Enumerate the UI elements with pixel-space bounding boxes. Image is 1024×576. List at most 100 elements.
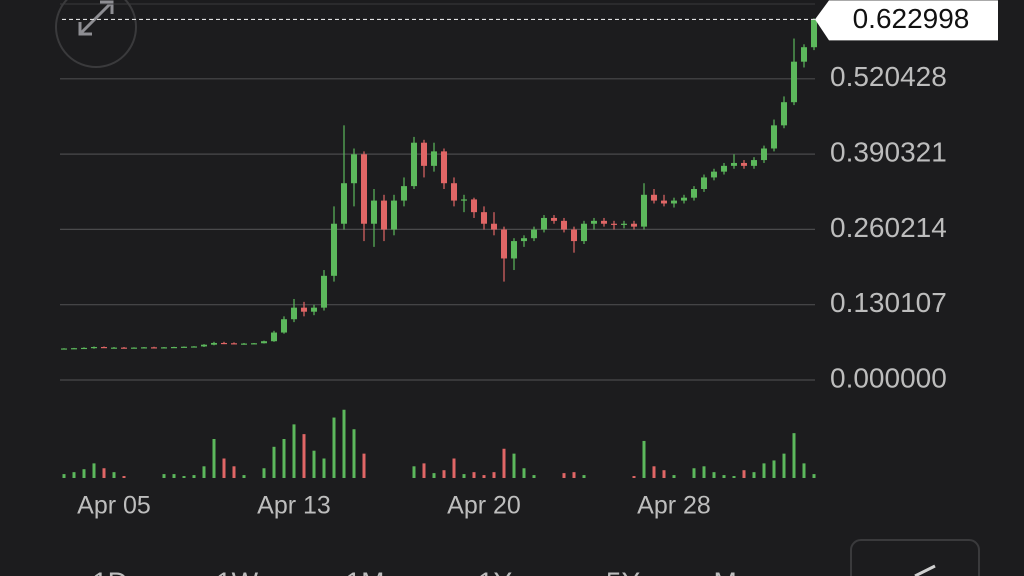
- last-price-label: 0.622998: [853, 3, 970, 34]
- candle-body: [531, 229, 537, 239]
- candle-body: [121, 347, 127, 349]
- range-button[interactable]: 1M: [346, 566, 385, 576]
- candle-body: [161, 347, 167, 349]
- candle-body: [101, 347, 107, 349]
- volume-bar: [222, 458, 226, 478]
- candle-body: [601, 220, 607, 224]
- volume-bar: [172, 474, 176, 478]
- candle-body: [541, 217, 547, 230]
- volume-bar: [532, 475, 536, 478]
- chart-type-icon: [914, 564, 936, 576]
- volume-bar: [422, 463, 426, 478]
- candle-body: [581, 223, 587, 242]
- candle-body: [621, 223, 627, 225]
- candle-body: [781, 102, 787, 126]
- volume-bar: [512, 453, 516, 478]
- volume-bar: [672, 475, 676, 478]
- candle-body: [241, 343, 247, 345]
- candle-body: [91, 347, 97, 349]
- volume-bar: [112, 472, 116, 478]
- volume-bar: [432, 473, 436, 478]
- volume-bar: [782, 453, 786, 478]
- candle-body: [251, 343, 257, 345]
- candle-body: [671, 200, 677, 204]
- candle-body: [201, 344, 207, 347]
- volume-bar: [292, 424, 296, 478]
- candle-body: [401, 186, 407, 201]
- candle-body: [801, 47, 807, 62]
- volume-bar: [62, 474, 66, 478]
- candle-body: [761, 148, 767, 161]
- candle-body: [321, 275, 327, 308]
- candle-body: [731, 162, 737, 166]
- volume-bar: [262, 468, 266, 478]
- volume-bar: [722, 475, 726, 478]
- volume-bar: [652, 466, 656, 478]
- candle-body: [501, 229, 507, 259]
- volume-bar: [562, 473, 566, 478]
- volume-bar: [242, 475, 246, 478]
- candle-body: [791, 61, 797, 103]
- candle-body: [441, 151, 447, 184]
- candle-body: [431, 151, 437, 166]
- volume-bar: [482, 475, 486, 478]
- candle-body: [371, 200, 377, 224]
- candle-body: [271, 332, 277, 342]
- volume-bar: [82, 469, 86, 478]
- candle-body: [411, 142, 417, 187]
- candle-body: [391, 200, 397, 230]
- chart-type-button[interactable]: [850, 539, 980, 576]
- range-button[interactable]: 1D: [92, 566, 128, 576]
- volume-bar: [212, 439, 216, 478]
- volume-bar: [742, 470, 746, 478]
- candle-body: [451, 183, 457, 201]
- volume-bar: [232, 466, 236, 478]
- volume-bar: [762, 463, 766, 478]
- candle-body: [311, 307, 317, 312]
- volume-bar: [342, 409, 346, 478]
- candle-body: [701, 177, 707, 190]
- volume-bar: [802, 463, 806, 478]
- candle-body: [561, 220, 567, 230]
- range-button[interactable]: 5Y: [606, 566, 641, 576]
- candle-body: [341, 183, 347, 224]
- x-tick-label: Apr 20: [447, 492, 521, 520]
- x-tick-label: Apr 13: [257, 492, 331, 520]
- volume-bar: [182, 476, 186, 478]
- y-tick-label: 0.390321: [830, 136, 947, 167]
- range-button[interactable]: 1Y: [478, 566, 513, 576]
- expand-button[interactable]: [55, 0, 137, 68]
- volume-bar: [272, 446, 276, 478]
- candle-body: [81, 347, 87, 350]
- candle-body: [141, 347, 147, 349]
- volume-bar: [332, 417, 336, 478]
- y-tick-label: 0.260214: [830, 212, 947, 243]
- volume-bar: [792, 433, 796, 478]
- volume-bar: [162, 474, 166, 478]
- candle-body: [721, 165, 727, 172]
- volume-bar: [502, 448, 506, 478]
- volume-bar: [582, 475, 586, 478]
- candle-body: [811, 19, 817, 48]
- volume-bar: [812, 474, 816, 478]
- volume-bar: [362, 453, 366, 478]
- volume-bar: [322, 458, 326, 478]
- volume-bar: [352, 429, 356, 478]
- candle-body: [181, 346, 187, 348]
- volume-bar: [92, 463, 96, 478]
- candle-body: [71, 348, 77, 350]
- candle-body: [641, 194, 647, 227]
- candle-body: [221, 342, 227, 345]
- volume-bar: [642, 440, 646, 478]
- volume-bar: [662, 470, 666, 478]
- volume-bar: [632, 476, 636, 478]
- volume-bar: [312, 450, 316, 478]
- range-button[interactable]: Max: [714, 566, 767, 576]
- volume-bar: [462, 474, 466, 478]
- volume-bar: [752, 472, 756, 478]
- candle-body: [331, 223, 337, 276]
- range-button[interactable]: 1W: [216, 566, 259, 576]
- candle-body: [381, 200, 387, 230]
- candle-body: [591, 220, 597, 224]
